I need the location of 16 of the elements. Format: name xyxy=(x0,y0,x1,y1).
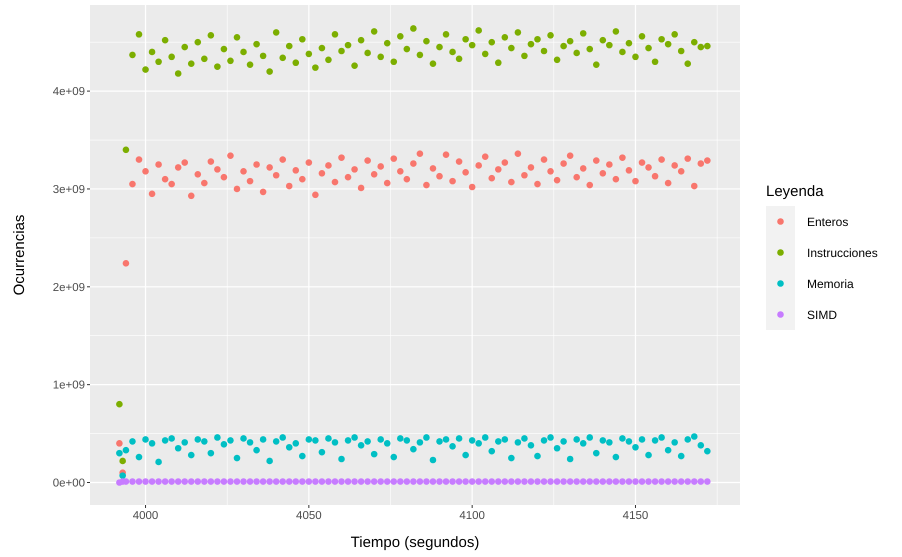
legend-title: Leyenda xyxy=(766,183,824,200)
x-tick-label: 4000 xyxy=(132,510,158,522)
x-tick-label: 4050 xyxy=(296,510,322,522)
y-tick-label: 2e+09 xyxy=(52,282,85,294)
legend-label: Instrucciones xyxy=(807,246,878,260)
x-axis-title: Tiempo (segundos) xyxy=(350,534,480,551)
legend-label: Enteros xyxy=(807,215,848,229)
x-tick-label: 4150 xyxy=(622,510,648,522)
y-tick-label: 1e+09 xyxy=(52,380,85,392)
legend-label: SIMD xyxy=(807,308,838,322)
y-axis-title: Ocurrencias xyxy=(11,214,28,296)
y-tick-label: 4e+09 xyxy=(52,86,85,98)
y-tick-label: 0e+00 xyxy=(52,477,85,490)
y-tick-label: 3e+09 xyxy=(52,184,85,196)
x-tick-label: 4100 xyxy=(459,510,485,522)
legend-label: Memoria xyxy=(807,277,854,291)
